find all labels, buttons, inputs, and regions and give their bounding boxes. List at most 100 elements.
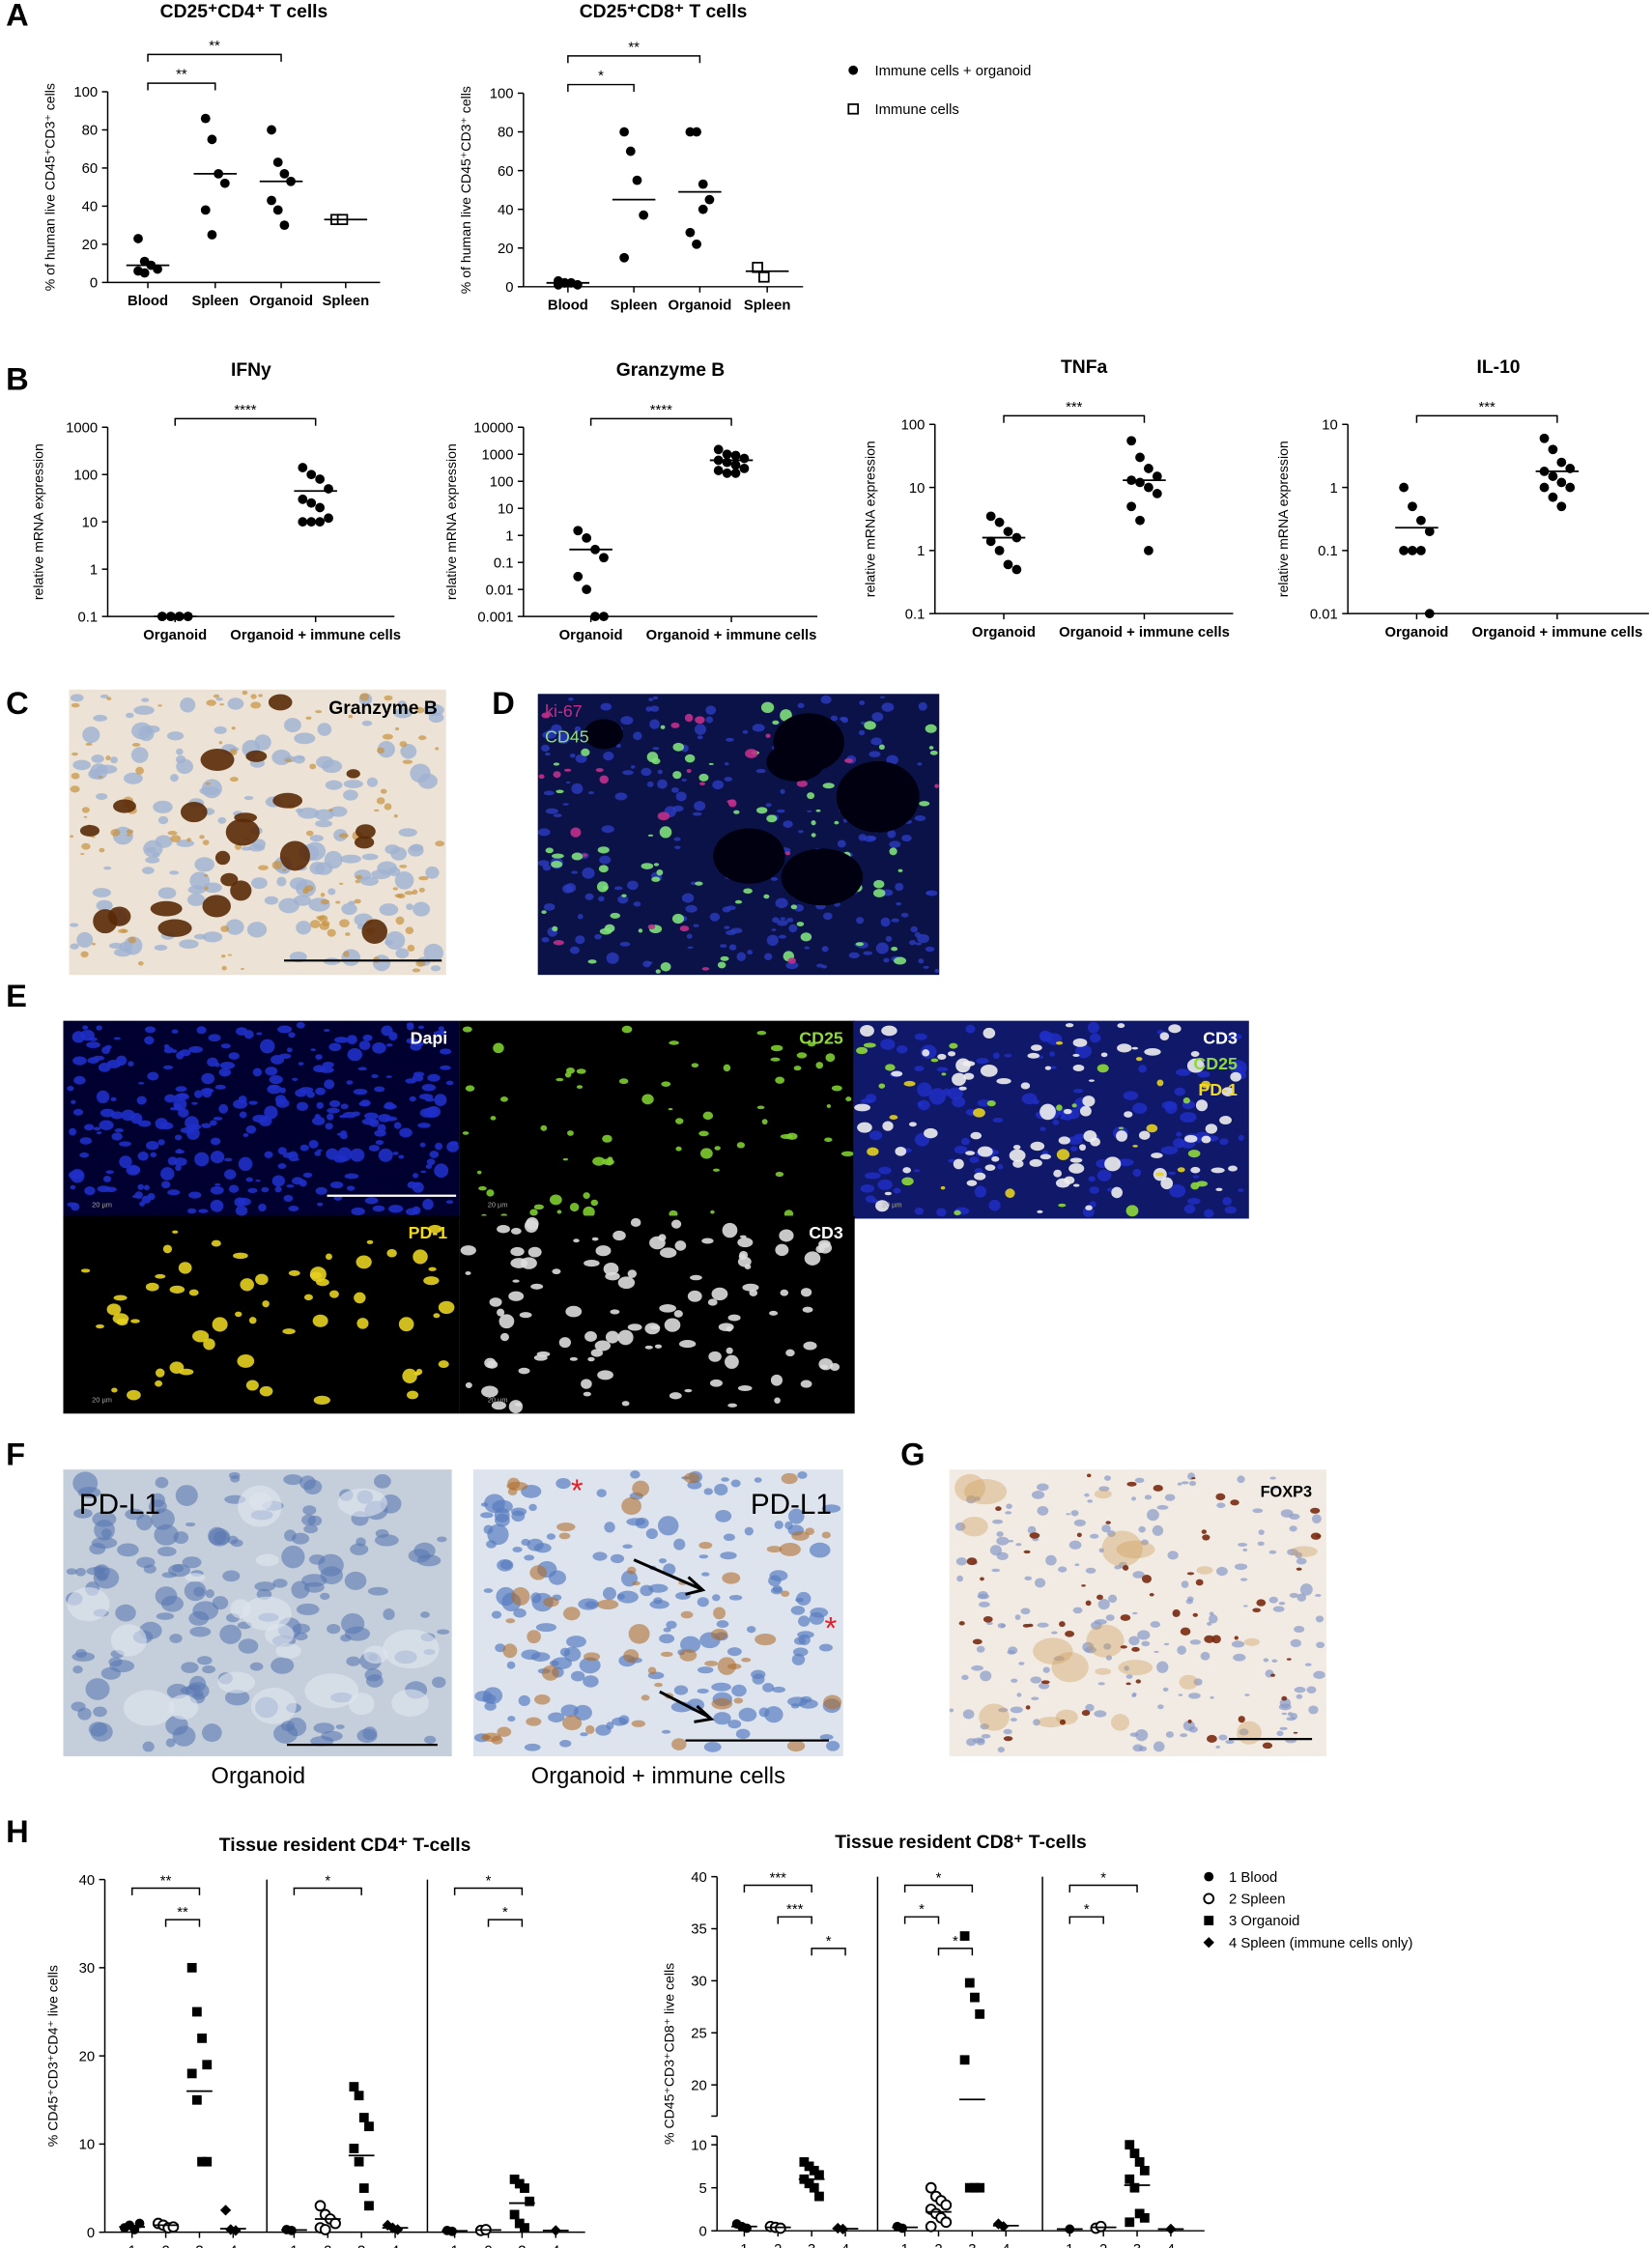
dot — [1144, 464, 1154, 473]
cell — [261, 1186, 270, 1193]
cell — [510, 1507, 527, 1517]
cell — [879, 696, 886, 698]
cell — [733, 810, 740, 814]
cell — [1085, 1567, 1097, 1574]
dot — [758, 271, 770, 283]
dot — [975, 2182, 985, 2193]
cell — [692, 811, 702, 816]
cell — [412, 1074, 424, 1082]
cell — [406, 1023, 414, 1031]
cell — [1004, 1053, 1012, 1058]
cell — [934, 783, 939, 788]
cell — [400, 744, 417, 759]
cell — [1272, 1606, 1285, 1612]
significance-label: * — [919, 1902, 925, 1918]
cell — [121, 928, 127, 933]
cell — [977, 1593, 990, 1600]
cell — [88, 1037, 98, 1041]
cell — [541, 744, 550, 753]
cell — [71, 1701, 86, 1712]
cell — [309, 862, 326, 875]
cell — [991, 1155, 1000, 1162]
cell — [693, 924, 699, 927]
cell — [576, 1085, 584, 1090]
cell — [214, 726, 227, 734]
cell — [139, 1201, 146, 1207]
cell — [708, 1351, 722, 1362]
cell — [108, 942, 124, 950]
significance-bracket — [567, 55, 701, 64]
dot — [1135, 477, 1145, 488]
cell — [620, 716, 634, 726]
cell — [570, 1670, 585, 1682]
cell — [354, 836, 375, 849]
cell — [600, 702, 612, 711]
cell — [302, 1505, 317, 1516]
cell — [660, 962, 671, 972]
x-tick-label: 1 — [451, 2243, 459, 2248]
cell — [617, 1329, 634, 1346]
cell — [249, 1493, 272, 1511]
cell — [610, 1309, 620, 1315]
cell — [1168, 1024, 1182, 1034]
cell — [542, 731, 552, 739]
cell — [790, 1703, 800, 1709]
cell — [679, 925, 690, 932]
cell — [583, 1391, 591, 1397]
cell — [128, 1061, 134, 1067]
cell — [1156, 1079, 1164, 1087]
cell — [1040, 1153, 1052, 1160]
cell — [228, 1052, 240, 1060]
x-tick-label: Organoid — [668, 299, 731, 314]
cell — [1016, 1693, 1022, 1697]
cell — [878, 1166, 892, 1175]
cell — [374, 1086, 385, 1093]
cell — [1084, 1493, 1090, 1497]
cell — [781, 848, 864, 906]
image-caption: Organoid + immune cells — [531, 1764, 785, 1789]
cell — [764, 953, 773, 961]
cell — [1230, 1499, 1239, 1506]
cell — [328, 888, 336, 896]
cell — [194, 857, 214, 872]
cell — [965, 1494, 977, 1504]
cell — [356, 1255, 372, 1269]
cell — [205, 782, 211, 785]
cell — [423, 703, 444, 717]
cell — [528, 1503, 537, 1512]
x-tick-label: Spleen — [744, 299, 791, 314]
cell — [727, 1720, 742, 1729]
dot — [1135, 452, 1145, 463]
cell — [614, 792, 628, 801]
cell — [564, 768, 572, 772]
cell — [565, 1305, 583, 1318]
cell — [882, 1121, 894, 1131]
cell — [245, 1124, 257, 1134]
cell — [807, 792, 815, 800]
cell — [197, 1656, 213, 1665]
cell — [130, 1112, 143, 1124]
cell — [871, 712, 884, 722]
cell — [79, 1137, 93, 1145]
cell — [1218, 1734, 1228, 1741]
cell — [895, 1147, 907, 1156]
cell — [343, 789, 358, 801]
cell — [512, 1547, 523, 1553]
cell — [698, 773, 709, 782]
cell — [305, 830, 314, 837]
cell — [363, 1645, 388, 1665]
cell — [873, 879, 885, 889]
cell — [669, 1040, 680, 1045]
cell — [584, 1652, 601, 1662]
cell — [779, 1229, 794, 1242]
cell — [1263, 1658, 1269, 1663]
cell — [202, 895, 231, 918]
cell — [736, 952, 747, 962]
cell — [901, 835, 912, 842]
cell — [669, 1392, 682, 1400]
cell — [96, 793, 108, 801]
cell — [738, 1707, 757, 1722]
cell — [175, 1150, 185, 1154]
cell — [313, 1722, 335, 1734]
cell — [860, 1098, 874, 1104]
